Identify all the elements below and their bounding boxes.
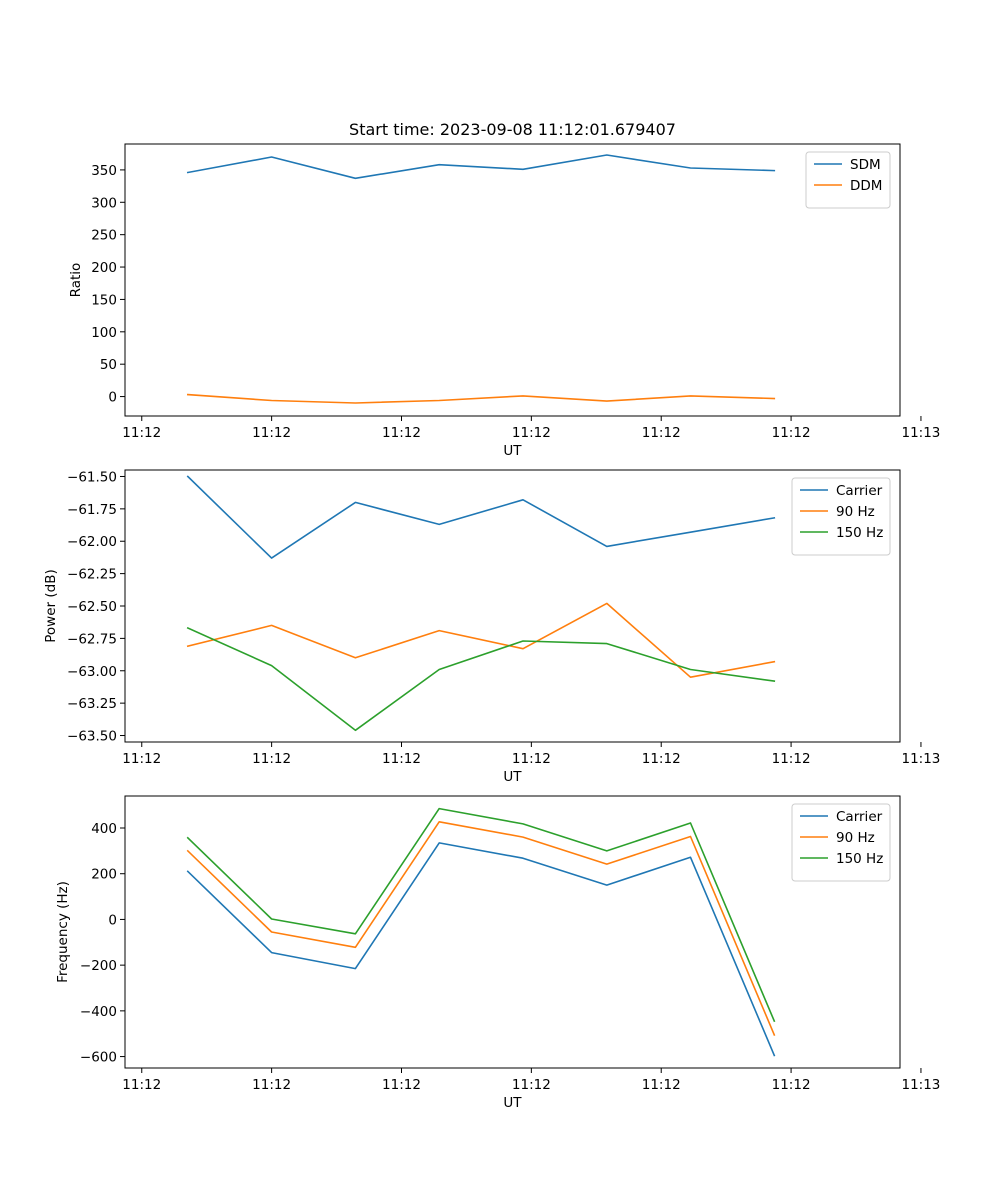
y-tick-label: −63.00 [67, 664, 117, 680]
y-tick-label: −61.50 [67, 469, 117, 485]
y-tick-label: 150 [91, 292, 117, 308]
legend: SDM DDM [805, 151, 891, 209]
axes-frame [124, 469, 901, 743]
x-tick-label: 11:12 [772, 1077, 811, 1093]
legend-label: 90 Hz [836, 830, 875, 846]
x-axis-label: UT [503, 1095, 522, 1111]
legend-box [791, 803, 891, 882]
y-tick-label: −600 [80, 1050, 117, 1066]
series-line-ddm [186, 393, 776, 404]
y-tick-label: −63.25 [67, 696, 117, 712]
y-tick-label: −61.75 [67, 502, 117, 518]
legend-label: 150 Hz [836, 851, 883, 867]
y-tick-label: −200 [80, 958, 117, 974]
legend-label: Carrier [836, 809, 883, 825]
x-tick-label: 11:12 [642, 425, 681, 441]
y-tick-label: 400 [91, 821, 117, 837]
legend-box [791, 477, 891, 556]
series-line-carrier [186, 842, 776, 1057]
legend-label: 90 Hz [836, 504, 875, 520]
y-tick-label: 300 [91, 195, 117, 211]
x-tick-label: 11:12 [512, 1077, 551, 1093]
y-tick-label: 200 [91, 260, 117, 276]
y-tick-label: 250 [91, 228, 117, 244]
x-tick-label: 11:13 [901, 751, 940, 767]
legend-label: SDM [850, 157, 881, 173]
x-tick-label: 11:12 [382, 425, 421, 441]
y-tick-label: 0 [108, 912, 117, 928]
legend: Carrier 90 Hz 150 Hz [791, 803, 891, 882]
x-axis-label: UT [503, 443, 522, 459]
series-line-150-hz [186, 807, 776, 1023]
x-tick-label: 11:12 [122, 1077, 161, 1093]
y-tick-label: −400 [80, 1004, 117, 1020]
x-tick-label: 11:12 [252, 1077, 291, 1093]
x-tick-label: 11:12 [772, 425, 811, 441]
y-tick-label: 200 [91, 867, 117, 883]
y-axis-label: Power (dB) [43, 569, 59, 642]
legend-box [805, 151, 891, 209]
axes-frame [124, 143, 901, 417]
y-tick-label: −62.75 [67, 631, 117, 647]
y-tick-label: 350 [91, 163, 117, 179]
legend-label: Carrier [836, 483, 883, 499]
x-tick-label: 11:12 [382, 1077, 421, 1093]
legend-label: 150 Hz [836, 525, 883, 541]
axes-frame [124, 795, 901, 1069]
x-tick-label: 11:12 [122, 751, 161, 767]
subplot-1: 0 50 100 150 200 250 300 350 11:12 11:12 11:12 11:1… [68, 120, 940, 459]
x-tick-label: 11:12 [252, 751, 291, 767]
legend: Carrier 90 Hz 150 Hz [791, 477, 891, 556]
series-line-150-hz [186, 626, 776, 732]
y-tick-label: 0 [108, 390, 117, 406]
x-tick-label: 11:13 [901, 425, 940, 441]
legend-label: DDM [850, 178, 882, 194]
x-tick-label: 11:12 [642, 751, 681, 767]
x-tick-label: 11:12 [382, 751, 421, 767]
y-axis-label: Ratio [68, 263, 84, 298]
y-tick-label: −62.25 [67, 567, 117, 583]
x-tick-label: 11:12 [252, 425, 291, 441]
y-tick-label: 100 [91, 325, 117, 341]
x-tick-label: 11:12 [512, 425, 551, 441]
y-tick-label: −63.50 [67, 729, 117, 745]
series-line-90-hz [186, 602, 776, 679]
y-tick-label: 50 [100, 357, 117, 373]
y-axis-label: Frequency (Hz) [55, 881, 71, 983]
x-tick-label: 11:13 [901, 1077, 940, 1093]
subplot-2: −63.50 −63.25 −63.00 −62.75 −62.50 −62.25 −62.… [43, 469, 940, 785]
y-tick-label: −62.50 [67, 599, 117, 615]
y-tick-label: −62.00 [67, 534, 117, 550]
subplot-3: −600 −400 −200 0 200 400 11:12 11:12 11:12 11:12 1… [55, 795, 940, 1111]
x-tick-label: 11:12 [512, 751, 551, 767]
x-tick-label: 11:12 [772, 751, 811, 767]
x-axis-label: UT [503, 769, 522, 785]
chart-title: Start time: 2023-09-08 11:12:01.679407 [349, 120, 676, 139]
x-tick-label: 11:12 [122, 425, 161, 441]
series-line-90-hz [186, 820, 776, 1036]
series-line-sdm [186, 154, 776, 180]
series-line-carrier [186, 475, 776, 559]
x-tick-label: 11:12 [642, 1077, 681, 1093]
